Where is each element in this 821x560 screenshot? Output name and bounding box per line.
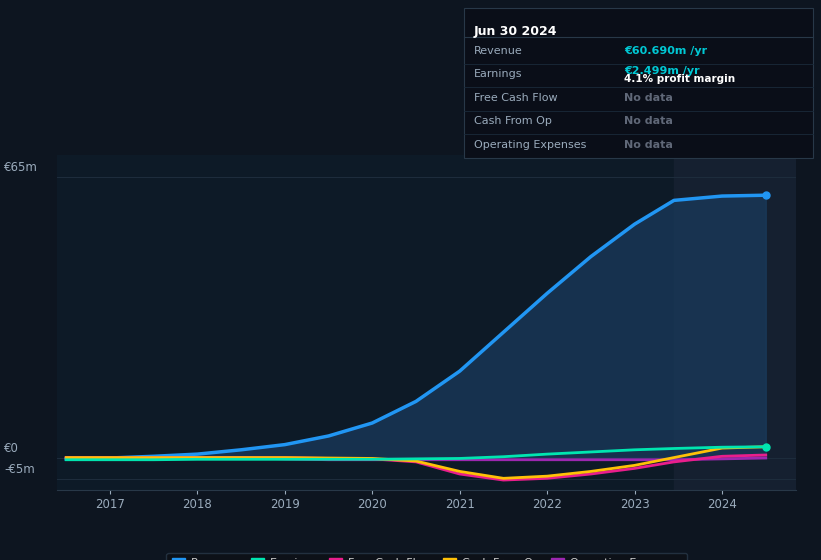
Legend: Revenue, Earnings, Free Cash Flow, Cash From Op, Operating Expenses: Revenue, Earnings, Free Cash Flow, Cash … bbox=[167, 553, 687, 560]
Text: Revenue: Revenue bbox=[474, 46, 522, 56]
Text: Jun 30 2024: Jun 30 2024 bbox=[474, 25, 557, 38]
Text: €60.690m /yr: €60.690m /yr bbox=[624, 46, 707, 56]
Text: €65m: €65m bbox=[4, 161, 38, 174]
Text: Free Cash Flow: Free Cash Flow bbox=[474, 93, 557, 103]
Bar bbox=[674, 155, 796, 490]
Text: Cash From Op: Cash From Op bbox=[474, 116, 552, 127]
Text: Operating Expenses: Operating Expenses bbox=[474, 140, 586, 150]
Text: No data: No data bbox=[624, 116, 673, 127]
Text: 4.1% profit margin: 4.1% profit margin bbox=[624, 74, 735, 84]
Text: €2.499m /yr: €2.499m /yr bbox=[624, 66, 699, 76]
Text: €0: €0 bbox=[4, 442, 19, 455]
Text: -€5m: -€5m bbox=[4, 463, 34, 477]
Text: No data: No data bbox=[624, 93, 673, 103]
Text: Earnings: Earnings bbox=[474, 69, 522, 80]
Text: No data: No data bbox=[624, 140, 673, 150]
